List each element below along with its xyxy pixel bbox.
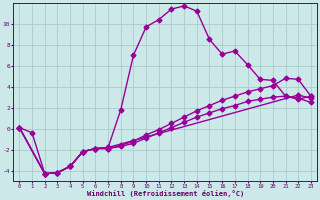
- X-axis label: Windchill (Refroidissement éolien,°C): Windchill (Refroidissement éolien,°C): [86, 190, 244, 197]
